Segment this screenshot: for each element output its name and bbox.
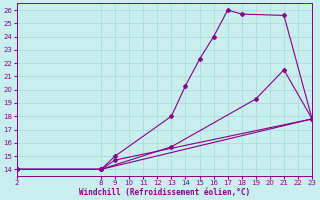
X-axis label: Windchill (Refroidissement éolien,°C): Windchill (Refroidissement éolien,°C)	[79, 188, 250, 197]
